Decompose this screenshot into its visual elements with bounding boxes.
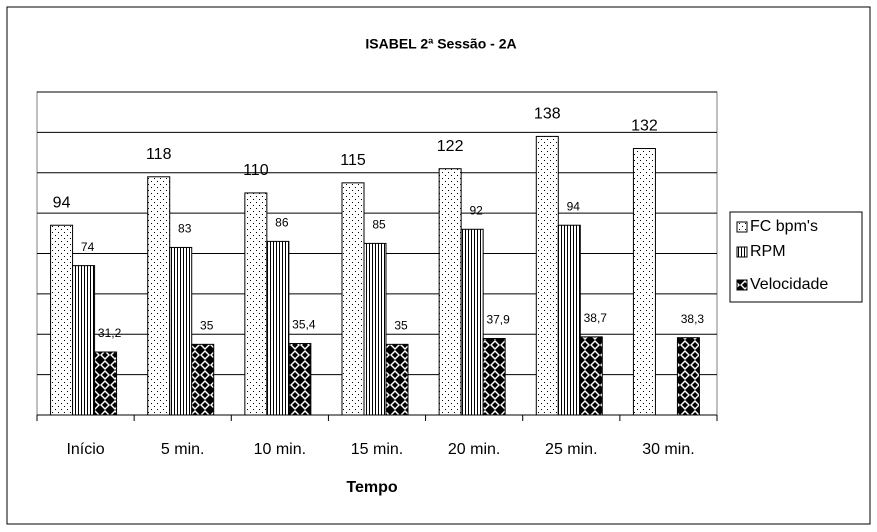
- bar: [169, 246, 193, 416]
- bar: [579, 336, 603, 416]
- data-label: 118: [146, 146, 172, 163]
- x-tick-label: 30 min.: [642, 441, 694, 458]
- bar: [535, 135, 559, 416]
- bar: [632, 148, 656, 416]
- x-tick-label: 15 min.: [351, 441, 403, 458]
- legend-label: FC bpm's: [750, 218, 818, 235]
- bar: [438, 168, 462, 416]
- legend-swatch: [736, 221, 748, 233]
- data-label: 92: [469, 203, 483, 217]
- bar: [50, 224, 74, 416]
- data-label: 115: [340, 152, 366, 169]
- chart-title: ISABEL 2ª Sessão - 2A: [365, 36, 516, 52]
- legend-swatch: [736, 279, 748, 291]
- data-label: 31,2: [98, 326, 122, 340]
- bar: [557, 224, 581, 416]
- data-label: 35: [394, 319, 408, 333]
- data-label: 37,9: [486, 313, 510, 327]
- bar: [266, 240, 290, 416]
- bar: [460, 228, 484, 416]
- data-label: 35: [200, 319, 214, 333]
- data-label: 38,3: [681, 312, 705, 326]
- bar: [288, 343, 312, 416]
- data-label: 138: [534, 106, 561, 123]
- bar: [147, 176, 171, 416]
- bar: [191, 343, 215, 416]
- x-tick-label: 20 min.: [448, 441, 500, 458]
- data-label: 94: [567, 199, 581, 213]
- data-label: 85: [372, 218, 386, 232]
- bar: [676, 337, 700, 416]
- data-label: 83: [178, 222, 192, 236]
- data-label: 94: [53, 194, 71, 211]
- legend-label: Velocidade: [750, 276, 828, 293]
- data-label: 132: [631, 118, 658, 135]
- x-tick-label: Início: [66, 441, 104, 458]
- bar: [482, 337, 506, 416]
- bar: [244, 192, 268, 416]
- x-tick-label: 10 min.: [254, 441, 306, 458]
- data-label: 35,4: [292, 318, 316, 332]
- data-label: 122: [437, 138, 464, 155]
- legend-swatch: [736, 246, 748, 258]
- bar: [385, 343, 409, 416]
- bar: [341, 182, 365, 416]
- legend-label: RPM: [750, 243, 786, 260]
- legend-box: [729, 211, 863, 303]
- bar: [94, 351, 118, 416]
- x-tick-label: 25 min.: [545, 441, 597, 458]
- x-tick-label: 5 min.: [161, 441, 205, 458]
- data-label: 74: [81, 240, 95, 254]
- bar: [363, 242, 387, 416]
- data-label: 38,7: [584, 311, 608, 325]
- data-label: 110: [243, 162, 269, 179]
- data-label: 86: [275, 216, 289, 230]
- x-axis-title: Tempo: [346, 479, 397, 496]
- bar: [72, 265, 96, 416]
